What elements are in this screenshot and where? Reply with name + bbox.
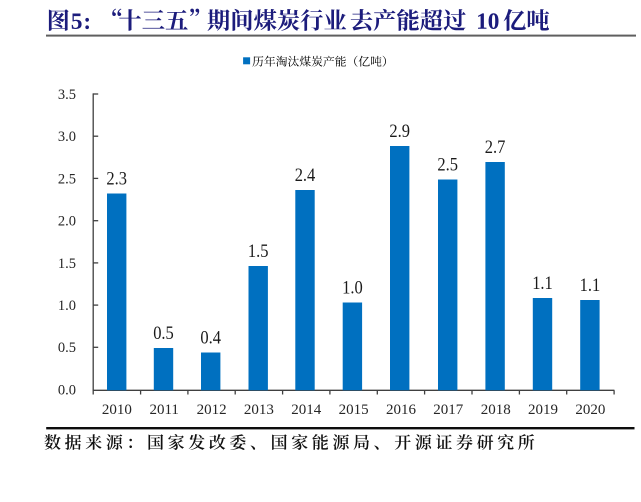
svg-text:0.0: 0.0 [58,382,76,398]
svg-text:2011: 2011 [149,402,178,418]
svg-text:3.5: 3.5 [58,87,76,103]
svg-text:2017: 2017 [433,402,464,418]
svg-text:2018: 2018 [481,402,511,418]
svg-text:1.5: 1.5 [58,256,76,272]
svg-text:2015: 2015 [339,402,369,418]
svg-text:3.0: 3.0 [58,129,76,145]
svg-text:1.0: 1.0 [342,278,363,298]
svg-text:2.5: 2.5 [58,171,76,187]
svg-text:1.1: 1.1 [532,274,553,294]
svg-text:2020: 2020 [575,402,605,418]
svg-text:2012: 2012 [197,402,227,418]
svg-text:2016: 2016 [386,402,417,418]
svg-text:1.1: 1.1 [580,276,601,296]
svg-text:2.5: 2.5 [437,155,458,175]
svg-text:2.4: 2.4 [295,166,316,186]
svg-text:2.7: 2.7 [485,138,506,158]
svg-text:0.5: 0.5 [153,324,174,344]
svg-text:0.5: 0.5 [58,340,76,356]
svg-text:1.5: 1.5 [248,242,269,262]
svg-text:2.3: 2.3 [106,169,127,189]
svg-text:2.0: 2.0 [58,214,76,230]
svg-text:2014: 2014 [291,402,322,418]
svg-text:2019: 2019 [528,402,558,418]
svg-text:2013: 2013 [244,402,274,418]
svg-text:0.4: 0.4 [200,328,221,348]
svg-text:2.9: 2.9 [389,122,410,142]
svg-text:1.0: 1.0 [58,298,76,314]
svg-text:2010: 2010 [102,402,132,418]
